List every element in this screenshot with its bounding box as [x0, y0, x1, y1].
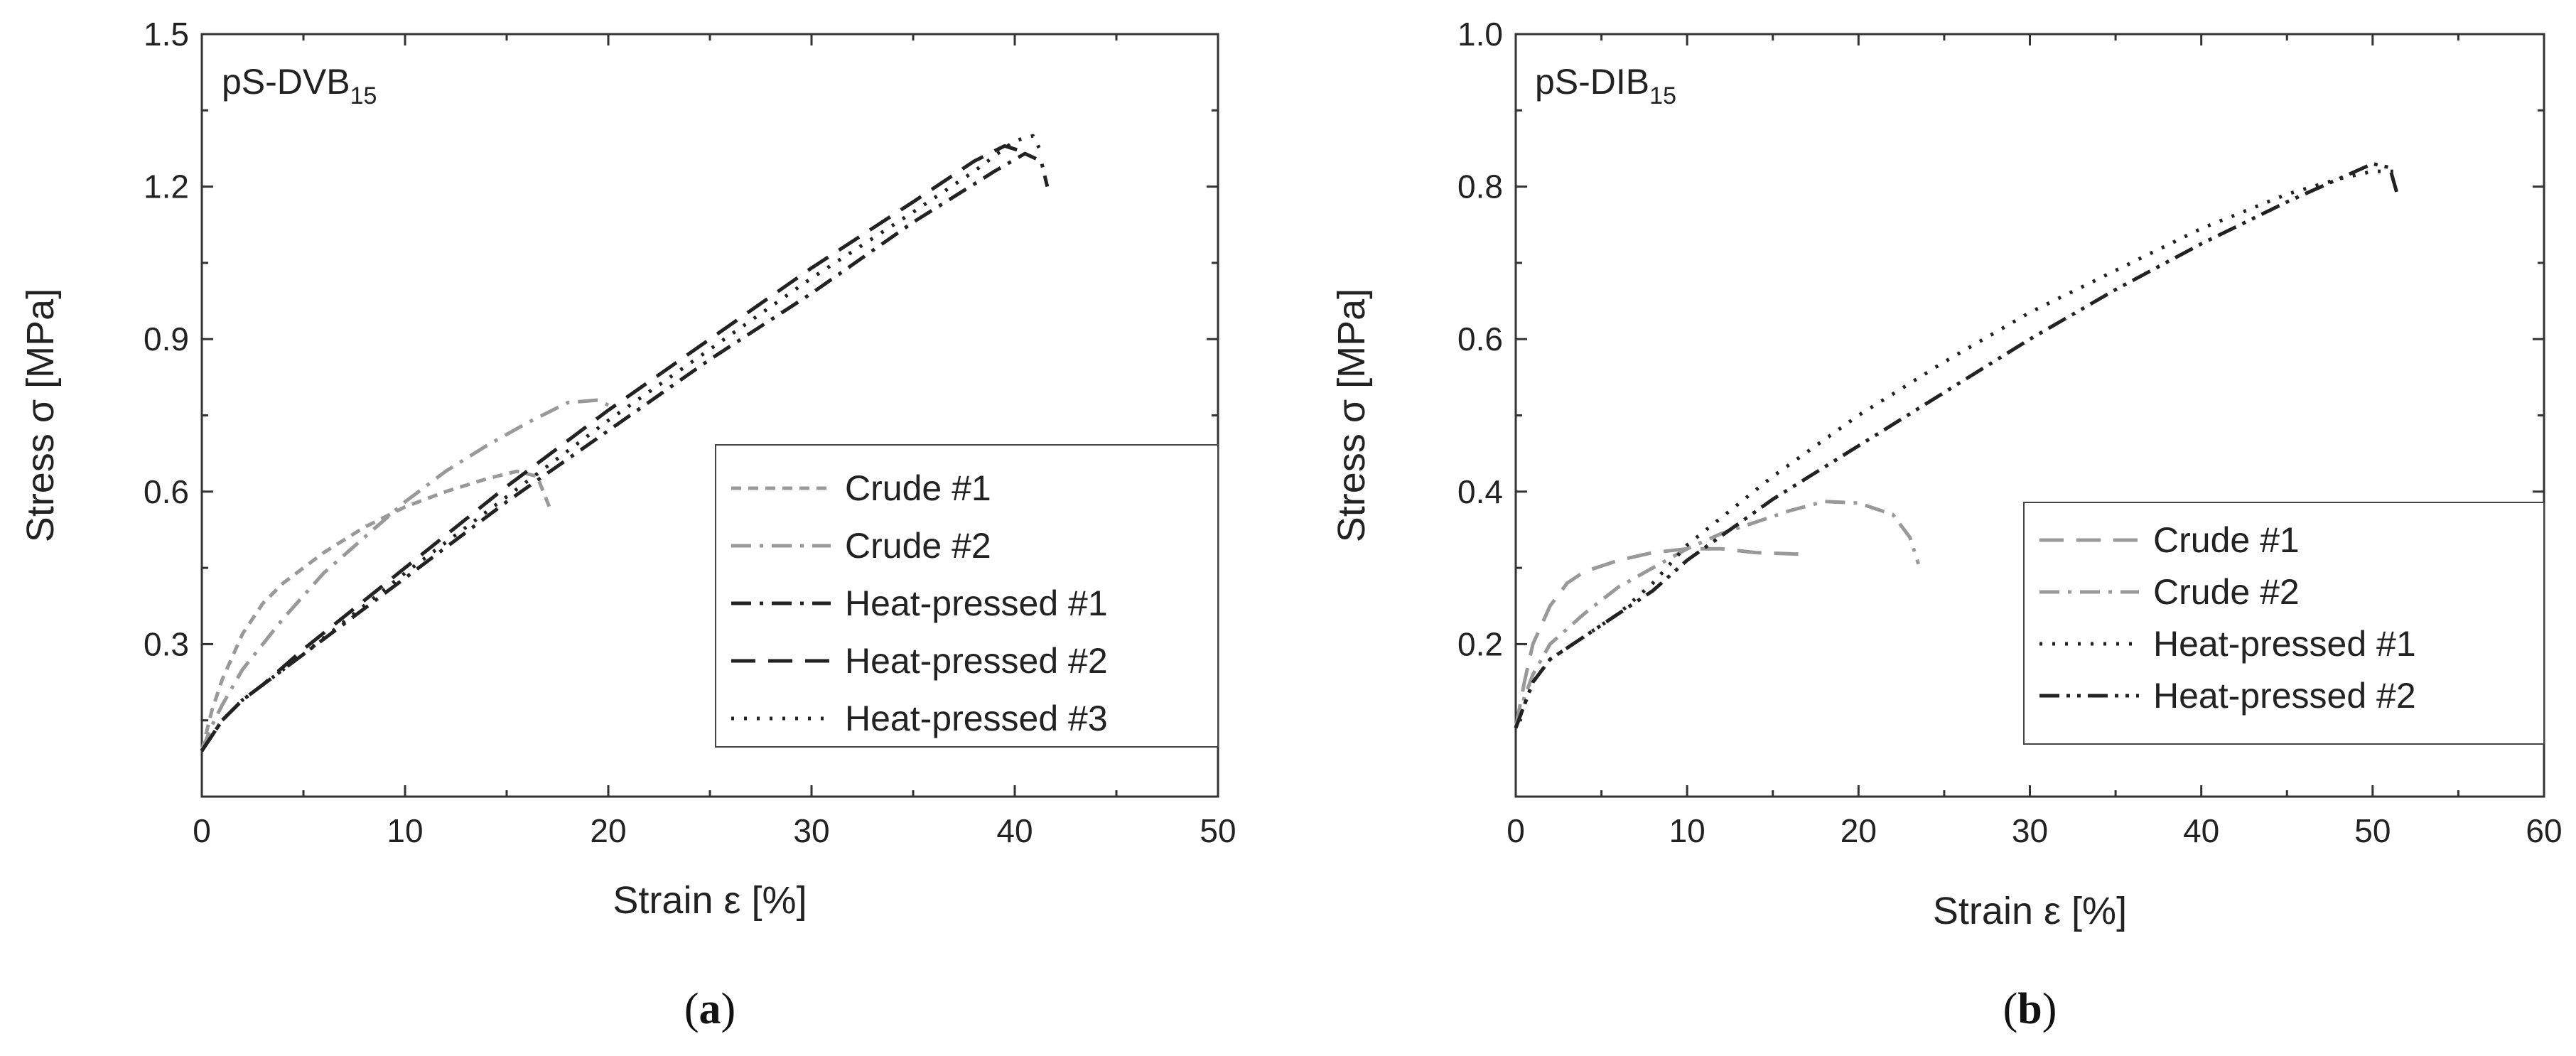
- x-tick-label: 30: [793, 812, 829, 849]
- x-axis-title: Strain ε [%]: [1933, 890, 2127, 932]
- sample-annotation: pS-DIB15: [1535, 62, 1676, 109]
- y-tick-label: 0.2: [1457, 625, 1503, 662]
- y-tick-label: 0.3: [144, 625, 189, 662]
- y-axis-title: Stress σ [MPa]: [1330, 289, 1373, 542]
- panel-label: (a): [684, 985, 735, 1033]
- x-tick-label: 60: [2526, 812, 2562, 849]
- x-tick-label: 0: [1507, 812, 1525, 849]
- series-line-2: [200, 398, 610, 752]
- x-tick-label: 0: [193, 812, 211, 849]
- y-tick-label: 0.9: [144, 320, 189, 357]
- y-tick-label: 0.4: [1457, 473, 1503, 510]
- series-line-2: [1514, 500, 1921, 729]
- legend-label: Crude #2: [845, 526, 991, 566]
- y-tick-label: 0.6: [1457, 320, 1503, 357]
- x-tick-label: 30: [2012, 812, 2048, 849]
- x-tick-label: 40: [996, 812, 1033, 849]
- chart-panel-b: 0 10 20 30 40 50 60 0.2 0.4 0.6 0.8 1.0 Strain ε [%]…: [1330, 16, 2562, 1033]
- y-axis-title: Stress σ [MPa]: [19, 289, 62, 542]
- chart-panel-a: 0 10 20 30 40 50 0.3 0.6 0.9 1.2 1.5 Strain ε [%] St…: [19, 16, 1236, 1033]
- y-tick-label: 1.2: [144, 168, 189, 205]
- legend-box: [2023, 502, 2545, 745]
- legend-label: Heat-pressed #3: [845, 699, 1108, 738]
- x-tick-label: 20: [1841, 812, 1877, 849]
- x-tick-label: 40: [2183, 812, 2219, 849]
- legend: Crude #1 Crude #2 Heat-pressed #1 Heat-pres…: [715, 444, 1219, 748]
- series-line-1: [200, 469, 554, 752]
- legend-label: Heat-pressed #1: [2153, 624, 2416, 664]
- legend-label: Heat-pressed #1: [845, 583, 1108, 623]
- legend-label: Crude #2: [2153, 572, 2300, 612]
- x-tick-label: 10: [387, 812, 423, 849]
- series-line-1: [1514, 546, 1799, 728]
- x-tick-label: 10: [1669, 812, 1705, 849]
- legend-label: Heat-pressed #2: [845, 641, 1108, 681]
- panel-label: (b): [2003, 985, 2057, 1033]
- x-tick-label: 50: [1200, 812, 1236, 849]
- series-line-4: [200, 144, 1022, 752]
- legend-label: Heat-pressed #2: [2153, 676, 2416, 716]
- y-tick-label: 0.8: [1457, 168, 1503, 205]
- legend-box: [715, 444, 1219, 748]
- x-tick-label: 20: [590, 812, 626, 849]
- y-tick-label: 1.0: [1457, 16, 1503, 53]
- legend-label: Crude #1: [2153, 520, 2300, 560]
- legend: Crude #1 Crude #2 Heat-pressed #1 Heat-pres…: [2023, 502, 2545, 745]
- sample-annotation: pS-DVB15: [222, 62, 377, 109]
- y-tick-label: 1.5: [144, 16, 189, 53]
- x-axis-title: Strain ε [%]: [613, 879, 807, 922]
- series-line-5: [200, 134, 1045, 752]
- x-tick-label: 50: [2354, 812, 2391, 849]
- series-line-4: [1514, 161, 2400, 729]
- y-tick-label: 0.6: [144, 473, 189, 510]
- legend-label: Crude #1: [845, 468, 991, 508]
